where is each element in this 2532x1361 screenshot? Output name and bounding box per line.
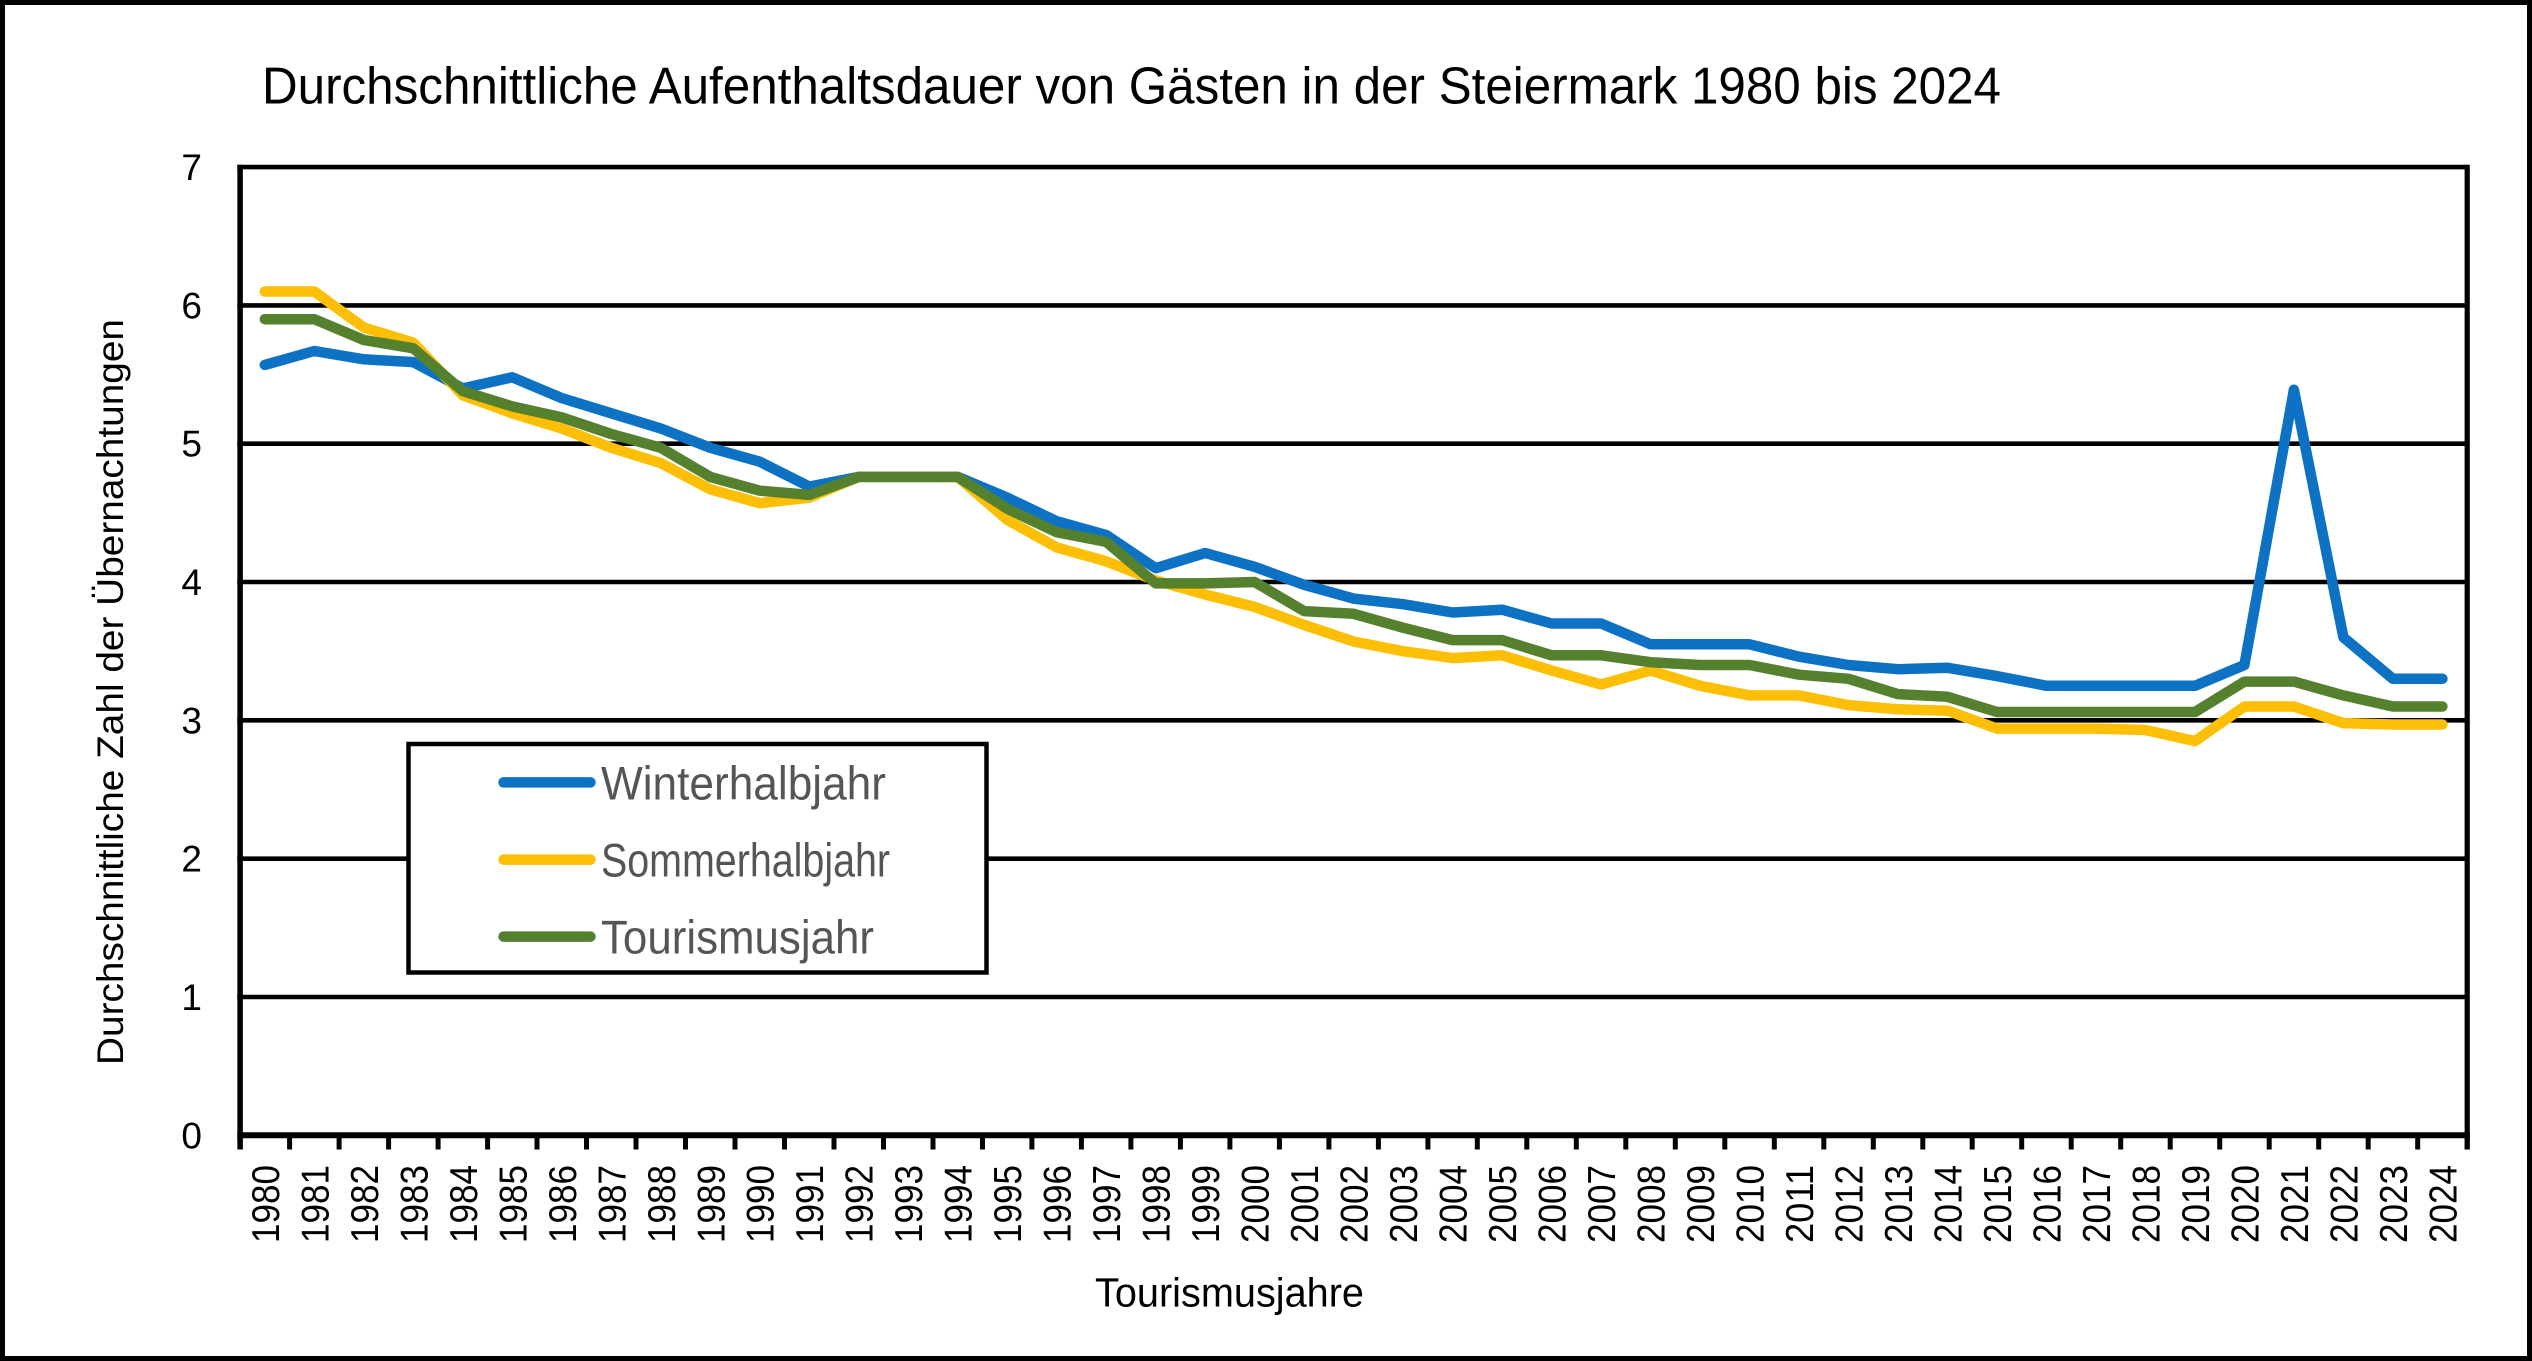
svg-text:2014: 2014: [1928, 1165, 1971, 1243]
svg-text:2020: 2020: [2224, 1165, 2267, 1243]
svg-text:7: 7: [181, 147, 202, 188]
svg-text:1987: 1987: [591, 1165, 634, 1243]
svg-text:1985: 1985: [492, 1165, 535, 1243]
svg-text:2005: 2005: [1482, 1165, 1525, 1243]
svg-text:1990: 1990: [740, 1165, 783, 1243]
svg-text:Durchschnittliche Zahl der Übe: Durchschnittliche Zahl der Übernachtunge…: [89, 319, 131, 1065]
svg-text:Durchschnittliche Aufenthaltsd: Durchschnittliche Aufenthaltsdauer von G…: [262, 58, 2001, 116]
svg-text:3: 3: [181, 700, 202, 741]
svg-text:1999: 1999: [1185, 1165, 1228, 1243]
svg-text:1993: 1993: [888, 1165, 931, 1243]
svg-text:1998: 1998: [1136, 1165, 1179, 1243]
svg-text:1983: 1983: [393, 1165, 436, 1243]
svg-text:2010: 2010: [1730, 1165, 1773, 1243]
svg-text:1994: 1994: [938, 1165, 981, 1243]
svg-text:2022: 2022: [2323, 1165, 2366, 1243]
svg-text:1995: 1995: [987, 1165, 1030, 1243]
svg-text:2016: 2016: [2027, 1165, 2070, 1243]
svg-text:2023: 2023: [2373, 1165, 2416, 1243]
svg-text:5: 5: [181, 424, 202, 465]
svg-text:1992: 1992: [839, 1165, 882, 1243]
svg-text:2021: 2021: [2274, 1165, 2317, 1243]
svg-text:2000: 2000: [1235, 1165, 1278, 1243]
svg-text:2018: 2018: [2126, 1165, 2169, 1243]
svg-text:2011: 2011: [1779, 1165, 1822, 1243]
svg-text:2008: 2008: [1631, 1165, 1674, 1243]
svg-text:2006: 2006: [1532, 1165, 1575, 1243]
svg-text:2012: 2012: [1829, 1165, 1872, 1243]
svg-text:Tourismusjahr: Tourismusjahr: [601, 911, 874, 964]
svg-text:4: 4: [181, 562, 202, 603]
svg-text:2004: 2004: [1433, 1165, 1476, 1243]
svg-text:6: 6: [181, 285, 202, 326]
svg-text:2013: 2013: [1878, 1165, 1921, 1243]
svg-text:Sommerhalbjahr: Sommerhalbjahr: [601, 834, 890, 887]
svg-text:Tourismusjahre: Tourismusjahre: [1095, 1270, 1364, 1316]
svg-text:2019: 2019: [2175, 1165, 2218, 1243]
svg-text:1989: 1989: [690, 1165, 733, 1243]
svg-text:Winterhalbjahr: Winterhalbjahr: [601, 756, 886, 809]
svg-text:1991: 1991: [789, 1165, 832, 1243]
svg-text:1988: 1988: [641, 1165, 684, 1243]
svg-text:2024: 2024: [2422, 1165, 2465, 1243]
svg-text:0: 0: [181, 1115, 202, 1156]
svg-text:2015: 2015: [1977, 1165, 2020, 1243]
svg-text:2007: 2007: [1581, 1165, 1624, 1243]
svg-text:1982: 1982: [344, 1165, 387, 1243]
svg-text:1997: 1997: [1086, 1165, 1129, 1243]
svg-text:2017: 2017: [2076, 1165, 2119, 1243]
svg-text:1980: 1980: [245, 1165, 288, 1243]
svg-text:2003: 2003: [1383, 1165, 1426, 1243]
svg-text:1981: 1981: [294, 1165, 337, 1243]
svg-text:2009: 2009: [1680, 1165, 1723, 1243]
svg-text:1986: 1986: [542, 1165, 585, 1243]
svg-text:2002: 2002: [1334, 1165, 1377, 1243]
svg-text:1: 1: [181, 977, 202, 1018]
svg-text:1996: 1996: [1037, 1165, 1080, 1243]
svg-text:1984: 1984: [443, 1165, 486, 1243]
svg-text:2: 2: [181, 839, 202, 880]
svg-text:2001: 2001: [1284, 1165, 1327, 1243]
